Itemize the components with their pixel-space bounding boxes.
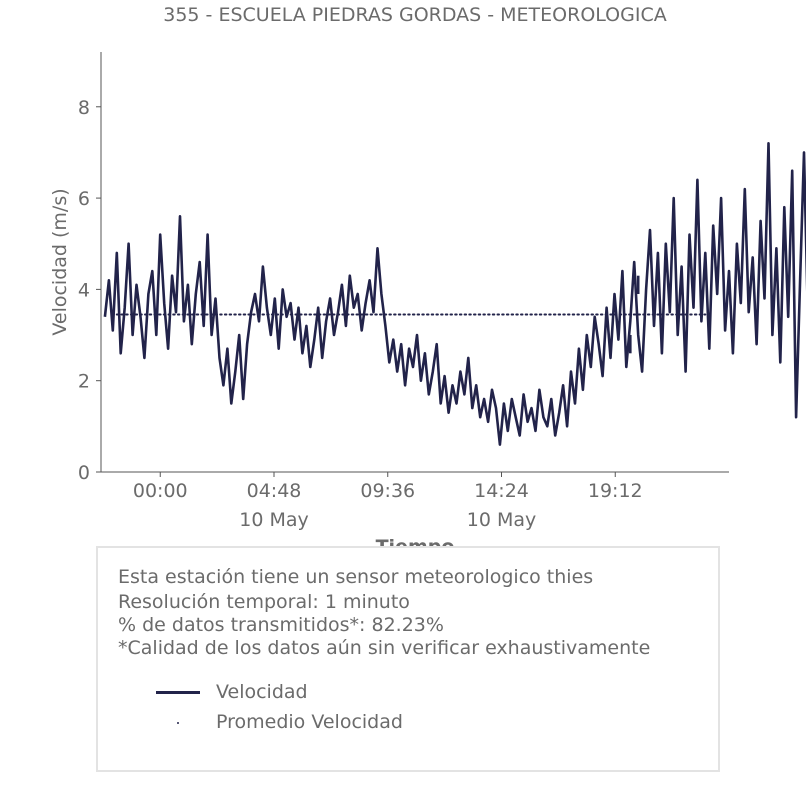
chart-title: 355 - ESCUELA PIEDRAS GORDAS - METEOROLO… bbox=[163, 4, 666, 26]
y-axis-label: Velocidad (m/s) bbox=[49, 188, 71, 335]
series-layer bbox=[103, 142, 806, 446]
info-box: Esta estación tiene un sensor meteorolog… bbox=[96, 546, 720, 772]
x-tick-label: 19:12 bbox=[588, 480, 643, 502]
y-ticks: 0 2 4 6 8 bbox=[78, 97, 101, 484]
x-tick-label: 09:36 bbox=[360, 480, 415, 502]
x-tick-label: 04:48 bbox=[247, 480, 302, 502]
dot-icon bbox=[177, 722, 179, 724]
legend-item-promedio: Promedio Velocidad bbox=[156, 710, 556, 734]
x-tick-label: 00:00 bbox=[133, 480, 188, 502]
legend-item-velocidad: Velocidad bbox=[156, 680, 556, 704]
info-quality-note: *Calidad de los datos aún sin verificar … bbox=[118, 637, 651, 659]
x-tick-sublabel: 10 May bbox=[467, 509, 537, 531]
info-data-transmitted-text: % de datos transmitidos*: 82.23% bbox=[118, 614, 444, 636]
y-tick-label: 2 bbox=[78, 371, 90, 393]
y-tick-label: 4 bbox=[78, 279, 90, 301]
y-tick-label: 0 bbox=[78, 462, 90, 484]
x-tick-sublabel: 10 May bbox=[239, 509, 309, 531]
info-resolution-text: Resolución temporal: 1 minuto bbox=[118, 591, 410, 613]
y-tick-label: 8 bbox=[78, 97, 90, 119]
chart: 355 - ESCUELA PIEDRAS GORDAS - METEOROLO… bbox=[49, 4, 806, 558]
legend-label: Promedio Velocidad bbox=[216, 711, 403, 733]
info-sensor-text: Esta estación tiene un sensor meteorolog… bbox=[118, 566, 594, 588]
legend-label: Velocidad bbox=[216, 681, 308, 703]
chart-axes bbox=[100, 52, 729, 473]
velocity-line bbox=[103, 142, 806, 446]
solid-line-icon bbox=[156, 691, 200, 694]
x-tick-label: 14:24 bbox=[474, 480, 529, 502]
y-tick-label: 6 bbox=[78, 188, 90, 210]
x-ticks: 00:00 04:48 10 May 09:36 14:24 10 May 19:12 bbox=[133, 472, 643, 531]
